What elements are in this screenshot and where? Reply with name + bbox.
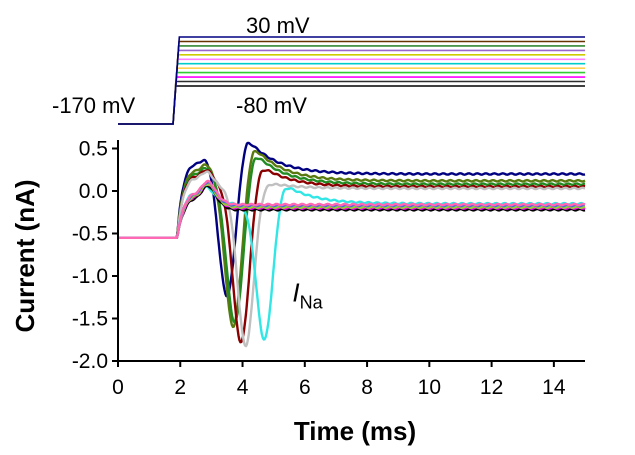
ina-annotation: INa bbox=[292, 278, 323, 313]
voltage-protocol: 30 mV -80 mV -170 mV bbox=[52, 13, 585, 125]
y-tick-label: -2.0 bbox=[72, 350, 108, 373]
x-tick-label: 10 bbox=[418, 376, 441, 399]
protocol-step--20mv bbox=[118, 58, 585, 125]
current-axes: 0.5 0.0 -0.5 -1.0 -1.5 -2.0 0 2 4 6 8 10 12 14 bbox=[72, 138, 585, 399]
protocol-step-10mv bbox=[118, 45, 585, 125]
y-tick-label: -1.5 bbox=[72, 308, 108, 331]
y-tick-label: 0.5 bbox=[79, 138, 108, 161]
x-tick-label: 8 bbox=[361, 376, 373, 399]
protocol-step-lines bbox=[118, 36, 585, 125]
current-traces bbox=[117, 141, 586, 348]
current-trace-1 bbox=[117, 141, 586, 298]
y-tick-label: -0.5 bbox=[72, 223, 108, 246]
protocol-step--80mv bbox=[118, 85, 585, 125]
y-ticks: 0.5 0.0 -0.5 -1.0 -1.5 -2.0 bbox=[72, 138, 118, 373]
protocol-holding-label: -170 mV bbox=[52, 93, 135, 118]
protocol-top-label: 30 mV bbox=[246, 13, 310, 38]
x-tick-label: 14 bbox=[542, 376, 566, 399]
ina-subscript: Na bbox=[300, 293, 324, 313]
current-trace-3 bbox=[117, 157, 586, 324]
protocol-bottom-label: -80 mV bbox=[236, 93, 307, 118]
protocol-step--60mv bbox=[118, 76, 585, 125]
ina-symbol: I bbox=[292, 278, 299, 308]
x-axis-label: Time (ms) bbox=[294, 416, 416, 446]
x-ticks: 0 2 4 6 8 10 12 14 bbox=[112, 361, 566, 399]
x-tick-label: 0 bbox=[112, 376, 124, 399]
y-tick-label: 0.0 bbox=[79, 180, 108, 203]
y-axis-label: Current (nA) bbox=[10, 179, 40, 332]
x-tick-label: 2 bbox=[174, 376, 186, 399]
current-traces-panel: 0.5 0.0 -0.5 -1.0 -1.5 -2.0 0 2 4 6 8 10 12 14 Curre… bbox=[10, 138, 586, 446]
current-trace-2 bbox=[117, 149, 586, 329]
protocol-step-30mv bbox=[118, 36, 585, 125]
protocol-step--70mv bbox=[118, 80, 585, 125]
current-trace-4 bbox=[117, 168, 586, 344]
protocol-step-0mv bbox=[118, 49, 585, 125]
x-tick-label: 4 bbox=[237, 376, 249, 399]
y-tick-label: -1.0 bbox=[72, 265, 108, 288]
protocol-step-20mv bbox=[118, 40, 585, 125]
protocol-step--50mv bbox=[118, 71, 585, 125]
current-trace-7 bbox=[117, 184, 586, 240]
protocol-step--10mv bbox=[118, 54, 585, 125]
x-tick-label: 6 bbox=[299, 376, 311, 399]
current-trace-5 bbox=[117, 170, 586, 348]
x-tick-label: 12 bbox=[480, 376, 503, 399]
current-trace-11 bbox=[117, 179, 586, 240]
